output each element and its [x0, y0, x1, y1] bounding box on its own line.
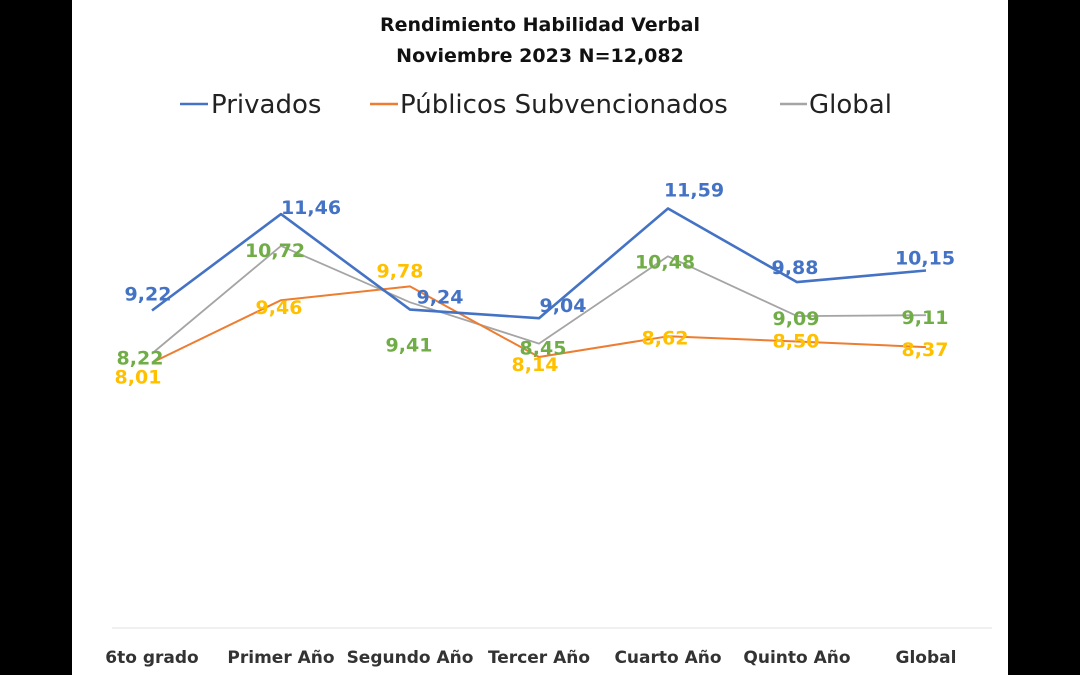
- legend: Privados Públicos Subvencionados Global: [180, 90, 892, 120]
- data-label-privados: 11,46: [281, 197, 341, 219]
- legend-label-global: Global: [809, 90, 892, 120]
- x-tick-label: Quinto Año: [743, 648, 850, 668]
- x-tick-label: Cuarto Año: [614, 648, 721, 668]
- data-label-publicos-subvencionados: 9,46: [256, 297, 303, 319]
- data-label-privados: 9,24: [417, 287, 464, 309]
- x-tick-label: Primer Año: [227, 648, 334, 668]
- data-label-privados: 9,04: [540, 295, 587, 317]
- legend-label-privados: Privados: [211, 90, 321, 120]
- data-label-publicos-subvencionados: 9,78: [377, 260, 424, 282]
- data-labels-layer: 9,22 11,46 9,24 9,04 11,59 9,88 10,15 8,01 9,46 9…: [115, 180, 956, 389]
- chart-subtitle: Noviembre 2023 N=12,082: [396, 45, 684, 67]
- data-label-publicos-subvencionados: 8,50: [773, 331, 820, 353]
- data-label-global: 10,72: [245, 240, 305, 262]
- series-line-global: [151, 244, 927, 355]
- series-line-privados: [151, 207, 927, 320]
- x-tick-label: 6to grado: [105, 648, 198, 668]
- data-label-global: 8,22: [117, 348, 164, 370]
- legend-label-publicos: Públicos Subvencionados: [400, 90, 728, 120]
- x-axis-labels: 6to grado Primer Año Segundo Año Tercer Año…: [105, 648, 956, 668]
- data-label-publicos-subvencionados: 8,37: [902, 339, 949, 361]
- chart-canvas: Rendimiento Habilidad Verbal Noviembre 2…: [72, 0, 1008, 675]
- series-layer: [151, 207, 927, 364]
- data-label-privados: 9,22: [125, 284, 172, 306]
- data-label-global: 9,41: [386, 334, 433, 356]
- data-label-privados: 11,59: [664, 180, 724, 202]
- x-tick-label: Global: [896, 648, 957, 668]
- chart-title: Rendimiento Habilidad Verbal: [380, 14, 700, 36]
- series-line-publicos-subvencionados: [151, 285, 927, 364]
- x-tick-label: Tercer Año: [488, 648, 590, 668]
- data-label-privados: 10,15: [895, 248, 955, 270]
- data-label-publicos-subvencionados: 8,14: [512, 354, 559, 376]
- x-tick-label: Segundo Año: [347, 648, 474, 668]
- data-label-publicos-subvencionados: 8,62: [642, 327, 689, 349]
- data-label-privados: 9,88: [772, 257, 819, 279]
- data-label-global: 10,48: [635, 251, 695, 273]
- data-label-global: 9,09: [773, 308, 820, 330]
- data-label-global: 9,11: [902, 307, 949, 329]
- data-label-global: 8,45: [520, 338, 567, 360]
- line-chart: Rendimiento Habilidad Verbal Noviembre 2…: [105, 14, 992, 668]
- data-label-publicos-subvencionados: 8,01: [115, 367, 162, 389]
